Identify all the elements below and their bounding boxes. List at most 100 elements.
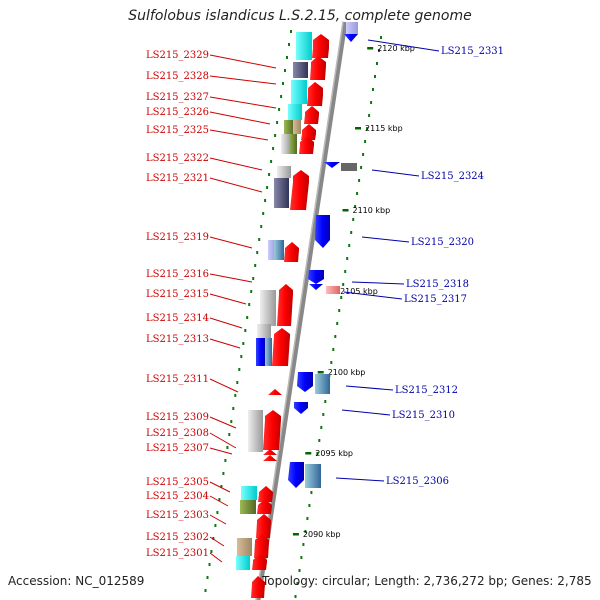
gene-label-left: LS215_2308 bbox=[146, 428, 209, 439]
leader-line bbox=[209, 432, 237, 449]
leader-line bbox=[361, 236, 410, 243]
leader-line bbox=[209, 157, 263, 171]
leader-line bbox=[209, 293, 247, 305]
left-gene-labels: LS215_2329 LS215_2328 LS215_2327 LS215_2326… bbox=[146, 50, 277, 563]
gene-reverse-2317 bbox=[326, 286, 340, 294]
topology-text: Topology: circular; Length: 2,736,272 bp… bbox=[262, 574, 592, 588]
kbp-label: 2105 kbp bbox=[340, 287, 378, 296]
leader-line bbox=[209, 129, 269, 141]
leader-line bbox=[209, 111, 271, 125]
gene-forward-2326 bbox=[304, 106, 319, 124]
gene-label-right: LS215_2310 bbox=[392, 410, 455, 421]
leader-line bbox=[209, 273, 253, 283]
leader-line bbox=[341, 409, 391, 416]
gene-label-left: LS215_2329 bbox=[146, 50, 209, 61]
gene-label-right: LS215_2306 bbox=[386, 476, 449, 487]
leader-line bbox=[209, 536, 225, 547]
gene-forward-2301 bbox=[252, 554, 267, 570]
gene-reverse-2312 bbox=[297, 372, 313, 392]
leader-line bbox=[209, 378, 239, 393]
gene-reverse-2331 bbox=[344, 34, 358, 42]
gene-forward-2304 bbox=[257, 499, 272, 514]
gene-forward-2307 bbox=[263, 449, 277, 461]
kbp-label: 2090 kbp bbox=[303, 530, 341, 539]
gene-label-left: LS215_2301 bbox=[146, 548, 209, 559]
leader-line bbox=[209, 552, 223, 563]
gene-forward-2329 bbox=[312, 34, 329, 58]
gene-forward-2311 bbox=[268, 389, 282, 395]
gene-label-left: LS215_2326 bbox=[146, 107, 209, 118]
gene-label-left: LS215_2302 bbox=[146, 532, 209, 543]
gene-forward-2313 bbox=[272, 328, 290, 366]
gene-forward-2325 bbox=[301, 124, 316, 140]
gene-label-right: LS215_2317 bbox=[404, 294, 467, 305]
forward-blocks bbox=[236, 32, 312, 570]
genome-backbone bbox=[255, 21, 348, 600]
gene-forward-2309 bbox=[263, 410, 281, 450]
gene-label-left: LS215_2322 bbox=[146, 153, 209, 164]
gene-label-left: LS215_2314 bbox=[146, 313, 209, 324]
kbp-label: 2110 kbp bbox=[353, 206, 391, 215]
right-gene-labels: LS215_2331 LS215_2324 LS215_2320 LS215_2318… bbox=[335, 39, 504, 487]
leader-line bbox=[209, 514, 227, 525]
leader-line bbox=[209, 338, 241, 349]
outer-tick-track bbox=[294, 36, 382, 598]
kbp-label: 2115 kbp bbox=[365, 124, 403, 133]
gene-forward-2328 bbox=[310, 56, 326, 80]
leader-line bbox=[209, 447, 233, 455]
gene-forward-2319 bbox=[284, 242, 299, 262]
leader-line bbox=[209, 495, 229, 507]
kbp-scale: 2120 kbp 2115 kbp 2110 kbp 2105 kbp 2100 kbp… bbox=[292, 44, 415, 539]
leader-line bbox=[371, 169, 420, 177]
gene-label-left: LS215_2307 bbox=[146, 443, 209, 454]
kbp-label: 2120 kbp bbox=[377, 44, 415, 53]
leader-line bbox=[209, 177, 263, 193]
leader-line bbox=[343, 291, 403, 300]
gene-forward-2315 bbox=[277, 284, 293, 326]
gene-label-left: LS215_2321 bbox=[146, 173, 209, 184]
gene-reverse-2310 bbox=[294, 402, 308, 414]
gene-label-left: LS215_2319 bbox=[146, 232, 209, 243]
kbp-label: 2100 kbp bbox=[328, 368, 366, 377]
gene-label-left: LS215_2309 bbox=[146, 412, 209, 423]
gene-label-left: LS215_2304 bbox=[146, 491, 209, 502]
leader-line bbox=[351, 281, 405, 285]
gene-reverse-2320 bbox=[315, 215, 330, 248]
leader-line bbox=[209, 481, 231, 493]
gene-label-right: LS215_2320 bbox=[411, 237, 474, 248]
leader-line bbox=[209, 416, 237, 429]
kbp-label: 2095 kbp bbox=[315, 449, 353, 458]
gene-label-right: LS215_2331 bbox=[441, 46, 504, 57]
leader-line bbox=[209, 317, 243, 329]
accession-text: Accession: NC_012589 bbox=[8, 574, 145, 588]
gene-label-right: LS215_2324 bbox=[421, 171, 484, 182]
gene-label-left: LS215_2311 bbox=[146, 374, 209, 385]
leader-line bbox=[345, 385, 394, 391]
gene-label-left: LS215_2303 bbox=[146, 510, 209, 521]
inner-tick-track bbox=[204, 30, 292, 592]
map-title: Sulfolobus islandicus L.S.2.15, complete… bbox=[128, 8, 472, 24]
leader-line bbox=[209, 75, 277, 85]
gene-forward-2305 bbox=[258, 486, 273, 502]
leader-line bbox=[367, 39, 440, 52]
leader-line bbox=[209, 96, 277, 109]
reverse-genes bbox=[288, 22, 358, 488]
gene-forward-2321 bbox=[290, 170, 309, 210]
gene-label-left: LS215_2327 bbox=[146, 92, 209, 103]
gene-label-left: LS215_2316 bbox=[146, 269, 209, 280]
gene-reverse-2306 bbox=[288, 462, 304, 488]
gene-label-right: LS215_2318 bbox=[406, 279, 469, 290]
gene-reverse-2318 bbox=[308, 270, 324, 284]
leader-line bbox=[335, 477, 385, 482]
leader-line bbox=[209, 236, 253, 249]
gene-label-left: LS215_2313 bbox=[146, 334, 209, 345]
leader-line bbox=[209, 54, 277, 69]
gene-label-left: LS215_2328 bbox=[146, 71, 209, 82]
gene-forward-2327 bbox=[307, 82, 323, 106]
gene-forward-2303 bbox=[256, 514, 271, 538]
gene-label-right: LS215_2312 bbox=[395, 385, 458, 396]
gene-label-left: LS215_2315 bbox=[146, 289, 209, 300]
gene-forward-2302 bbox=[254, 534, 269, 558]
gene-label-left: LS215_2325 bbox=[146, 125, 209, 136]
